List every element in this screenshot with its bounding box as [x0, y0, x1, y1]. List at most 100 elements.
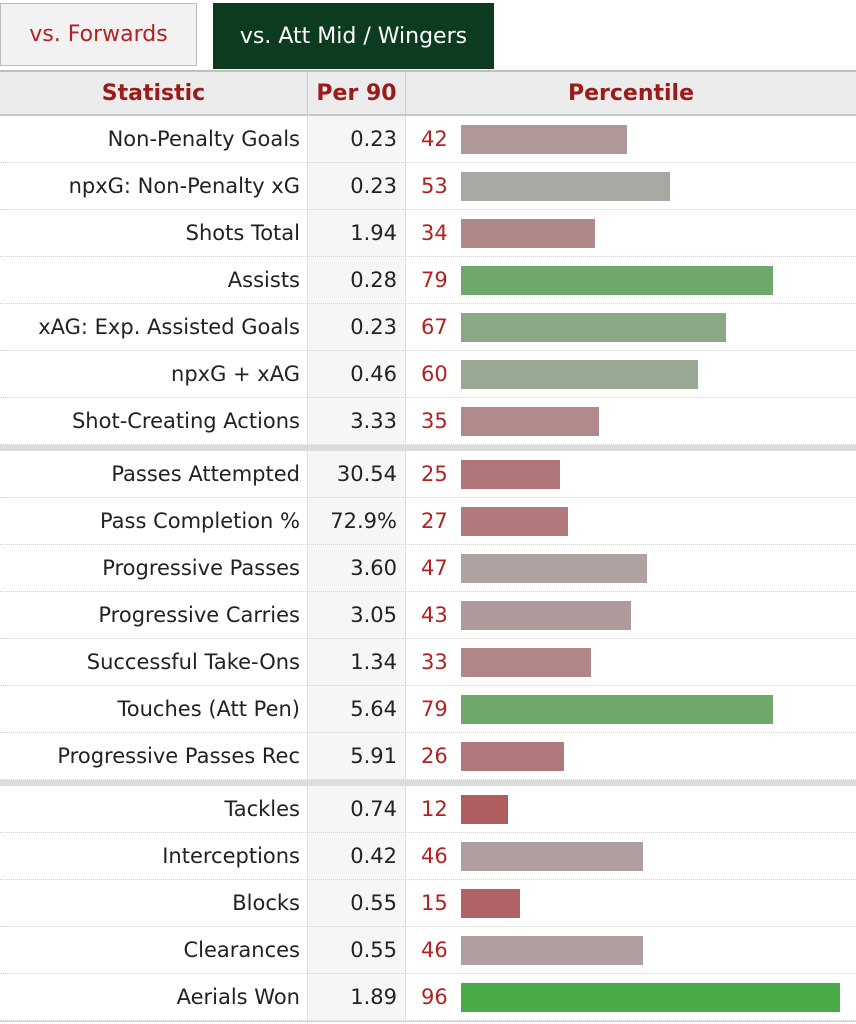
table-row: Passes Attempted 30.54 25: [0, 451, 856, 498]
percentile-value: 60: [421, 362, 448, 386]
table-bottom-border: [0, 1021, 856, 1022]
table-row: npxG: Non-Penalty xG 0.23 53: [0, 163, 856, 210]
stat-label: xAG: Exp. Assisted Goals: [38, 315, 300, 339]
table-row: Clearances 0.55 46: [0, 927, 856, 974]
stat-label: Shot-Creating Actions: [71, 409, 300, 433]
table-row: Assists 0.28 79: [0, 257, 856, 304]
table-row: Touches (Att Pen) 5.64 79: [0, 686, 856, 733]
percentile-value: 12: [421, 797, 448, 821]
percentile-bar: [461, 407, 599, 436]
table-row: Tackles 0.74 12: [0, 786, 856, 833]
per90-value: 0.55: [307, 880, 406, 927]
stat-label: Passes Attempted: [111, 462, 300, 486]
stat-label: Aerials Won: [176, 985, 300, 1009]
stat-label: npxG + xAG: [171, 362, 300, 386]
percentile-bar: [461, 983, 840, 1012]
percentile-bar: [461, 219, 595, 248]
percentile-value: 53: [421, 174, 448, 198]
table-row: Progressive Passes 3.60 47: [0, 545, 856, 592]
percentile-bar: [461, 648, 591, 677]
percentile-value: 25: [421, 462, 448, 486]
percentile-value: 79: [421, 697, 448, 721]
percentile-value: 46: [421, 844, 448, 868]
table-row: Successful Take-Ons 1.34 33: [0, 639, 856, 686]
percentile-value: 33: [421, 650, 448, 674]
table-row: Progressive Carries 3.05 43: [0, 592, 856, 639]
header-per90[interactable]: Per 90: [307, 72, 406, 114]
per90-value: 0.23: [307, 116, 406, 163]
per90-value: 0.74: [307, 786, 406, 833]
percentile-bar: [461, 460, 560, 489]
stat-label: Clearances: [183, 938, 300, 962]
percentile-value: 35: [421, 409, 448, 433]
stat-label: Interceptions: [162, 844, 300, 868]
table-row: Blocks 0.55 15: [0, 880, 856, 927]
percentile-bar: [461, 742, 564, 771]
per90-value: 3.60: [307, 545, 406, 592]
stat-label: Progressive Passes Rec: [57, 744, 300, 768]
table-row: Non-Penalty Goals 0.23 42: [0, 116, 856, 163]
stat-label: Assists: [227, 268, 300, 292]
table-row: Interceptions 0.42 46: [0, 833, 856, 880]
percentile-bar: [461, 360, 698, 389]
per90-value: 72.9%: [307, 498, 406, 545]
stat-label: Pass Completion %: [99, 509, 300, 533]
stat-label: Tackles: [224, 797, 300, 821]
per90-value: 3.33: [307, 398, 406, 445]
per90-value: 0.28: [307, 257, 406, 304]
percentile-value: 79: [421, 268, 448, 292]
per90-value: 1.89: [307, 974, 406, 1021]
per90-value: 0.46: [307, 351, 406, 398]
stat-label: Non-Penalty Goals: [107, 127, 300, 151]
tab-vs-att-mid-wingers[interactable]: vs. Att Mid / Wingers: [213, 3, 494, 69]
percentile-bar: [461, 795, 508, 824]
percentile-bar: [461, 889, 520, 918]
percentile-value: 47: [421, 556, 448, 580]
percentile-bar: [461, 936, 643, 965]
percentile-value: 46: [421, 938, 448, 962]
table-row: npxG + xAG 0.46 60: [0, 351, 856, 398]
percentile-value: 96: [421, 985, 448, 1009]
table-row: Progressive Passes Rec 5.91 26: [0, 733, 856, 780]
group-separator: [0, 445, 856, 451]
percentile-bar: [461, 554, 647, 583]
table-row: Pass Completion % 72.9% 27: [0, 498, 856, 545]
percentile-value: 67: [421, 315, 448, 339]
percentile-value: 27: [421, 509, 448, 533]
percentile-bar: [461, 507, 568, 536]
stat-label: Progressive Passes: [102, 556, 300, 580]
percentile-value: 34: [421, 221, 448, 245]
stat-label: Touches (Att Pen): [117, 697, 300, 721]
stat-label: Blocks: [232, 891, 300, 915]
stat-label: Successful Take-Ons: [86, 650, 300, 674]
percentile-value: 15: [421, 891, 448, 915]
table-row: xAG: Exp. Assisted Goals 0.23 67: [0, 304, 856, 351]
per90-value: 30.54: [307, 451, 406, 498]
percentile-value: 43: [421, 603, 448, 627]
per90-value: 5.64: [307, 686, 406, 733]
stat-label: Shots Total: [185, 221, 300, 245]
tab-vs-forwards[interactable]: vs. Forwards: [0, 3, 197, 66]
per90-value: 5.91: [307, 733, 406, 780]
per90-value: 0.23: [307, 163, 406, 210]
per90-value: 0.23: [307, 304, 406, 351]
stat-label: Progressive Carries: [98, 603, 300, 627]
percentile-bar: [461, 313, 726, 342]
percentile-bar: [461, 601, 631, 630]
comparison-tabs: vs. Forwards vs. Att Mid / Wingers: [0, 0, 856, 70]
table-row: Shots Total 1.94 34: [0, 210, 856, 257]
percentile-value: 42: [421, 127, 448, 151]
percentile-value: 26: [421, 744, 448, 768]
table-header: Statistic Per 90 Percentile: [0, 70, 856, 116]
per90-value: 1.94: [307, 210, 406, 257]
header-statistic[interactable]: Statistic: [101, 81, 206, 106]
header-percentile[interactable]: Percentile: [567, 81, 695, 106]
percentile-bar: [461, 695, 773, 724]
percentile-bar: [461, 125, 627, 154]
group-separator: [0, 780, 856, 786]
table-row: Aerials Won 1.89 96: [0, 974, 856, 1021]
per90-value: 1.34: [307, 639, 406, 686]
table-row: Shot-Creating Actions 3.33 35: [0, 398, 856, 445]
percentile-bar: [461, 172, 670, 201]
per90-value: 0.55: [307, 927, 406, 974]
